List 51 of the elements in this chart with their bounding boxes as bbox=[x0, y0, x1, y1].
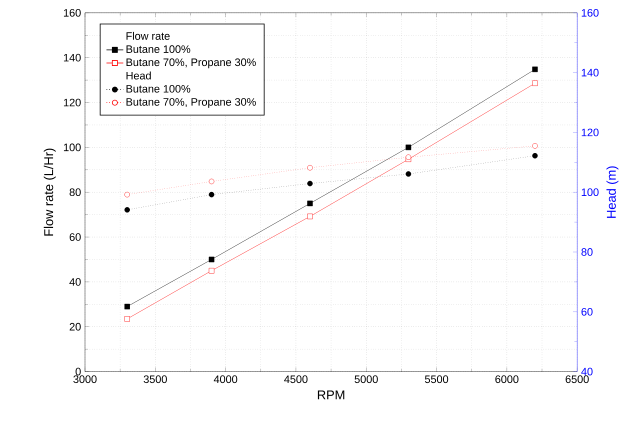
point bbox=[307, 200, 313, 206]
point bbox=[124, 192, 130, 198]
point bbox=[307, 164, 313, 170]
point bbox=[532, 143, 538, 149]
point bbox=[307, 214, 313, 220]
y-tick-label: 80 bbox=[70, 188, 81, 196]
y-tick-label: 120 bbox=[64, 98, 81, 106]
point bbox=[406, 171, 412, 177]
x-axis-title: RPM bbox=[318, 390, 344, 400]
y2-tick-label: 60 bbox=[582, 308, 593, 316]
x-tick-label: 3500 bbox=[144, 375, 167, 384]
point bbox=[532, 80, 538, 86]
x-tick-label: 5000 bbox=[354, 375, 378, 384]
y-tick-label: 100 bbox=[64, 144, 81, 152]
x-tick-label: 4000 bbox=[214, 375, 238, 384]
x-tick-label: 4500 bbox=[284, 375, 308, 384]
x-tick-label: 3000 bbox=[73, 375, 97, 384]
point bbox=[124, 207, 130, 213]
y-tick-label: 160 bbox=[64, 9, 81, 17]
y-tick-label: 140 bbox=[64, 54, 81, 62]
legend-label: Butane 70%, Propane 30% bbox=[126, 98, 256, 108]
y2-axis-title: Head (m) bbox=[606, 166, 618, 218]
y-tick-label: 0 bbox=[76, 368, 81, 376]
y2-tick-label: 120 bbox=[582, 128, 599, 136]
y2-tick-label: 80 bbox=[581, 248, 593, 256]
x-tick-label: 6000 bbox=[495, 375, 518, 384]
y-tick-label: 20 bbox=[70, 322, 81, 331]
point bbox=[307, 180, 313, 186]
x-tick-label: 5500 bbox=[424, 375, 448, 384]
legend-label: Butane 100% bbox=[126, 84, 190, 93]
point bbox=[532, 153, 538, 159]
annotation: Head bbox=[126, 72, 151, 80]
legend-label: Butane 70%, Propane 30% bbox=[126, 58, 256, 68]
legend-label: Butane 100% bbox=[126, 45, 190, 53]
y-tick-label: 60 bbox=[70, 233, 81, 241]
y-tick-label: 40 bbox=[69, 278, 81, 286]
point bbox=[124, 316, 130, 322]
y2-tick-label: 40 bbox=[581, 368, 593, 376]
y2-tick-label: 140 bbox=[582, 68, 599, 76]
point bbox=[208, 268, 214, 274]
point bbox=[208, 192, 214, 198]
x-tick-label: 6500 bbox=[566, 375, 589, 384]
point bbox=[208, 178, 214, 184]
y2-tick-label: 160 bbox=[582, 9, 599, 17]
point bbox=[208, 256, 214, 262]
annotation: Flow rate bbox=[126, 32, 170, 40]
y2-tick-label: 100 bbox=[582, 188, 599, 196]
y-axis-title: Flow rate (L/Hr) bbox=[44, 148, 56, 236]
point bbox=[124, 304, 130, 310]
point bbox=[406, 144, 412, 150]
point bbox=[532, 66, 538, 72]
